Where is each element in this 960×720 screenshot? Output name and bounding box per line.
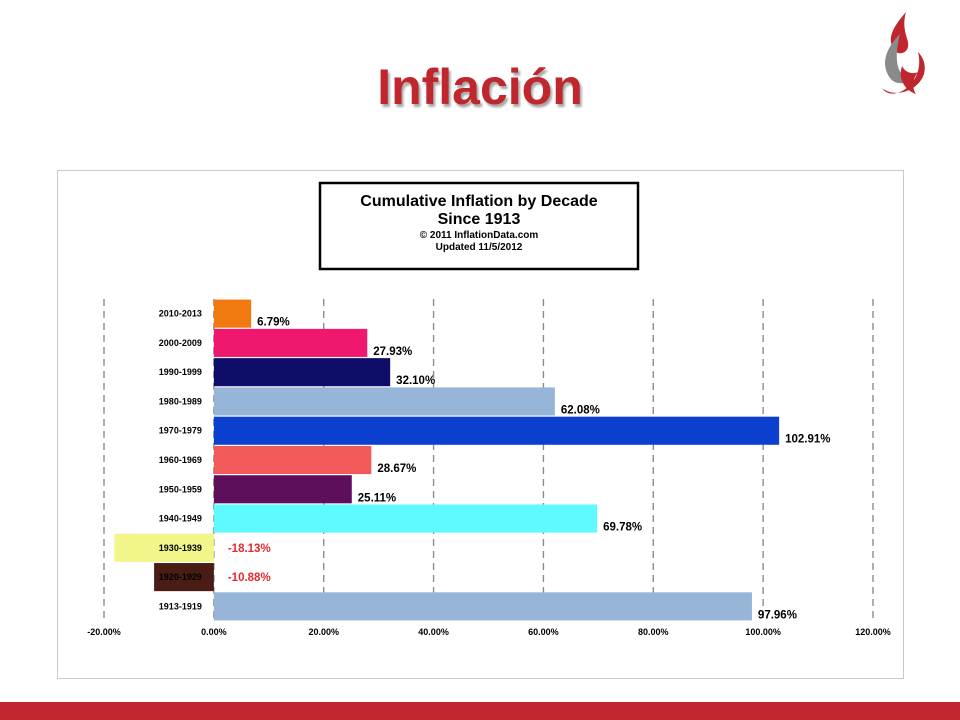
x-tick-label: 120.00%	[855, 627, 891, 637]
category-label: 1960-1969	[159, 455, 202, 465]
category-label: 1980-1989	[159, 396, 202, 406]
bar-2010-2013	[213, 299, 252, 328]
category-label: 1990-1999	[159, 367, 202, 377]
bar-1950-1959	[213, 475, 352, 504]
category-label: 1920-1929	[159, 572, 202, 582]
bar-1913-1919	[213, 592, 752, 621]
value-label: -10.88%	[228, 572, 271, 584]
category-label: 1930-1939	[159, 543, 202, 553]
value-label: 97.96%	[758, 609, 797, 621]
chart-note-copyright: © 2011 InflationData.com	[420, 230, 539, 241]
x-tick-label: 40.00%	[418, 627, 449, 637]
x-tick-label: 80.00%	[638, 627, 669, 637]
category-label: 2000-2009	[159, 338, 202, 348]
bar-1990-1999	[213, 358, 391, 387]
value-label: 28.67%	[377, 463, 416, 475]
chart-title-box	[318, 181, 640, 271]
flame-logo-icon	[882, 12, 925, 94]
inflation-bar-chart: Cumulative Inflation by Decade Since 191…	[87, 181, 891, 637]
slide-title: Inflación	[377, 59, 583, 115]
x-tick-label: 0.00%	[201, 627, 227, 637]
x-tick-label: 60.00%	[528, 627, 559, 637]
bottom-accent-bar	[0, 702, 960, 720]
value-label: 69.78%	[603, 522, 642, 534]
bar-1920-1929	[154, 563, 214, 592]
value-label: 25.11%	[358, 492, 396, 504]
bar-1930-1939	[114, 533, 214, 562]
category-label: 1950-1959	[159, 484, 202, 494]
value-label: 6.79%	[257, 317, 290, 329]
chart-title: Cumulative Inflation by Decade	[360, 193, 597, 210]
value-label: 62.08%	[561, 404, 600, 416]
x-tick-label: -20.00%	[87, 627, 121, 637]
bar-1970-1979	[213, 416, 780, 445]
value-label: 27.93%	[373, 346, 412, 358]
x-tick-label: 20.00%	[308, 627, 339, 637]
x-tick-label: 100.00%	[745, 627, 781, 637]
bar-2000-2009	[213, 328, 368, 357]
bar-1940-1949	[213, 504, 598, 533]
category-label: 1940-1949	[159, 514, 202, 524]
category-label: 2010-2013	[159, 309, 202, 319]
chart-subtitle: Since 1913	[438, 211, 521, 228]
chart-note-updated: Updated 11/5/2012	[436, 242, 523, 253]
value-label: 102.91%	[785, 434, 830, 446]
value-label: 32.10%	[396, 375, 435, 387]
category-label: 1970-1979	[159, 426, 202, 436]
value-label: -18.13%	[228, 543, 271, 555]
category-label: 1913-1919	[159, 601, 202, 611]
chart-frame: Cumulative Inflation by Decade Since 191…	[57, 170, 904, 679]
bar-1980-1989	[213, 387, 555, 416]
bar-1960-1969	[213, 445, 372, 475]
